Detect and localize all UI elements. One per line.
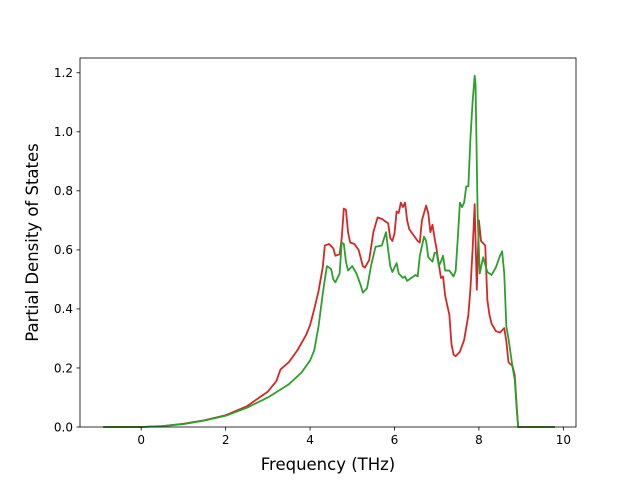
x-tick-label: 4 [306,433,314,447]
y-tick-label: 1.0 [54,125,73,139]
x-axis-ticks: 0 2 4 6 8 10 [137,427,571,447]
y-tick-label: 0.8 [54,184,73,198]
x-axis-label: Frequency (THz) [261,455,396,474]
y-tick-label: 0.6 [54,243,73,257]
x-tick-label: 10 [556,433,571,447]
y-tick-label: 0.4 [54,302,73,316]
y-tick-label: 0.2 [54,361,73,375]
y-tick-label: 1.2 [54,66,73,80]
y-axis-label: Partial Density of States [23,143,42,342]
x-tick-label: 2 [222,433,230,447]
series-layer [103,74,555,428]
x-tick-label: 6 [391,433,399,447]
x-tick-label: 0 [137,433,145,447]
y-axis-ticks: 0.0 0.2 0.4 0.6 0.8 1.0 1.2 [54,66,80,434]
series-line-2 [103,74,555,428]
x-tick-label: 8 [475,433,483,447]
y-tick-label: 0.0 [54,420,73,434]
axes-frame [79,57,577,428]
series-line-1 [103,201,555,428]
